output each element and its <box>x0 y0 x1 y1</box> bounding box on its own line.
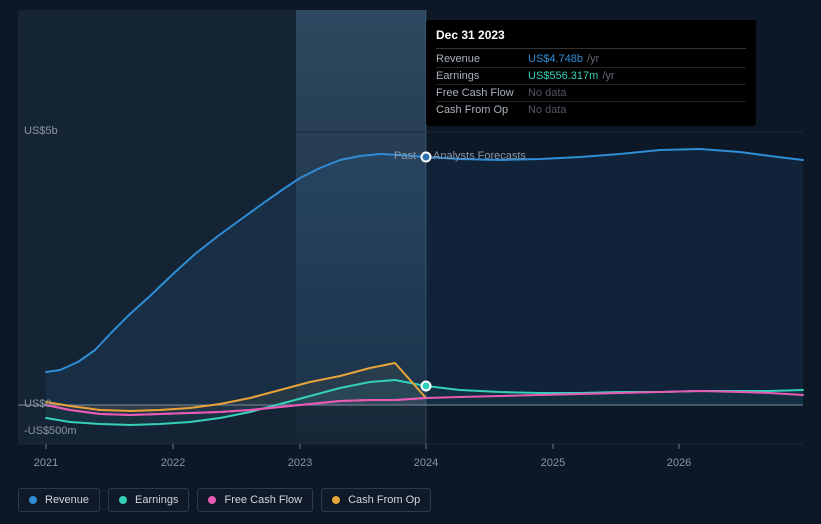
tooltip-row-label: Cash From Op <box>436 104 528 116</box>
forecast-label: Analysts Forecasts <box>433 150 526 162</box>
y-axis-tick-label: -US$500m <box>24 425 77 437</box>
x-axis-tick-label: 2024 <box>414 457 438 469</box>
x-axis-tick-label: 2023 <box>288 457 312 469</box>
x-axis-tick-label: 2022 <box>161 457 185 469</box>
x-axis-tick-label: 2025 <box>541 457 565 469</box>
chart-legend: Revenue Earnings Free Cash Flow Cash From O… <box>18 488 431 512</box>
tooltip-row-label: Revenue <box>436 53 528 65</box>
tooltip-row-unit: /yr <box>602 70 614 82</box>
tooltip-row-value: No data <box>528 104 567 116</box>
legend-swatch <box>29 496 37 504</box>
x-axis-tick-label: 2026 <box>667 457 691 469</box>
legend-swatch <box>119 496 127 504</box>
financial-forecast-chart: US$5b US$0 -US$500m 2021 2022 2023 2024 2025 20… <box>0 0 821 524</box>
legend-item-revenue[interactable]: Revenue <box>18 488 100 512</box>
legend-item-free-cash-flow[interactable]: Free Cash Flow <box>197 488 313 512</box>
legend-swatch <box>208 496 216 504</box>
legend-item-cash-from-op[interactable]: Cash From Op <box>321 488 431 512</box>
tooltip-row: Cash From OpNo data <box>436 102 746 118</box>
chart-tooltip: Dec 31 2023 RevenueUS$4.748b/yrEarningsU… <box>426 20 756 126</box>
y-axis-tick-label: US$5b <box>24 125 58 137</box>
tooltip-title: Dec 31 2023 <box>436 28 746 49</box>
tooltip-row-value: US$4.748b <box>528 53 583 65</box>
legend-label: Free Cash Flow <box>224 494 302 506</box>
legend-label: Cash From Op <box>348 494 420 506</box>
tooltip-row: EarningsUS$556.317m/yr <box>436 68 746 85</box>
tooltip-row-value: US$556.317m <box>528 70 598 82</box>
tooltip-row-label: Free Cash Flow <box>436 87 528 99</box>
tooltip-row: Free Cash FlowNo data <box>436 85 746 102</box>
tooltip-row-label: Earnings <box>436 70 528 82</box>
y-axis-tick-label: US$0 <box>24 398 52 410</box>
past-label: Past <box>394 150 416 162</box>
tooltip-row-value: No data <box>528 87 567 99</box>
legend-item-earnings[interactable]: Earnings <box>108 488 189 512</box>
x-axis-tick-label: 2021 <box>34 457 58 469</box>
legend-swatch <box>332 496 340 504</box>
tooltip-row: RevenueUS$4.748b/yr <box>436 51 746 68</box>
tooltip-row-unit: /yr <box>587 53 599 65</box>
legend-label: Earnings <box>135 494 178 506</box>
legend-label: Revenue <box>45 494 89 506</box>
